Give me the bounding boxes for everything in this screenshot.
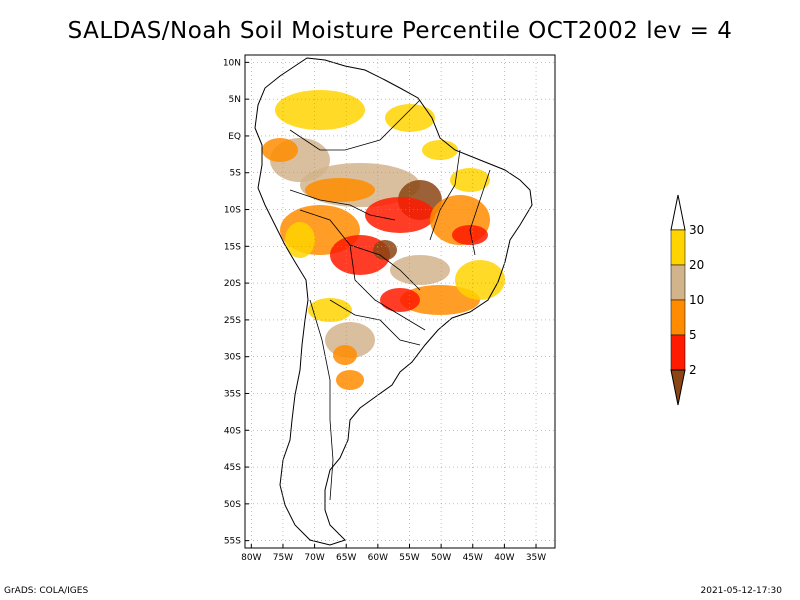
lat-label: 5S: [230, 169, 242, 179]
lat-label: 5N: [229, 95, 241, 105]
percentile-patch: [365, 197, 435, 233]
percentile-patch: [285, 222, 315, 258]
legend-label: 30: [689, 223, 704, 237]
lon-label: 45W: [463, 553, 483, 563]
map-title: SALDAS/Noah Soil Moisture Percentile OCT…: [67, 18, 733, 44]
legend-bin: [670, 299, 686, 336]
percentile-field: [262, 90, 505, 390]
legend-top-arrow: [670, 194, 686, 231]
legend-bottom-arrow: [670, 369, 686, 406]
legend-label: 20: [689, 258, 704, 272]
percentile-patch: [422, 140, 458, 160]
lat-label: 10N: [223, 58, 241, 68]
country-borders: [289, 99, 491, 501]
lat-label: 20S: [224, 279, 241, 289]
percentile-patch: [308, 298, 352, 322]
legend-bin: [670, 229, 686, 266]
axis-ticks: 10N 5N EQ 5S 10S 15S 20S 25S 30S 35S 40S 45S 50S 55S8…: [223, 58, 546, 563]
lon-label: 60W: [368, 553, 388, 563]
percentile-patch: [305, 178, 375, 202]
lon-label: 70W: [304, 553, 324, 563]
percentile-patch: [275, 90, 365, 130]
legend-bin: [670, 334, 686, 371]
legend-label: 2: [689, 363, 697, 377]
lon-label: 65W: [336, 553, 356, 563]
percentile-patch: [390, 255, 450, 285]
percentile-patch: [262, 138, 298, 162]
footer-credit: GrADS: COLA/IGES: [4, 586, 89, 596]
percentile-patch: [455, 260, 505, 300]
legend-label: 10: [689, 293, 704, 307]
colorbar-legend: 30 20 10 5 2: [670, 194, 704, 406]
percentile-patch: [336, 370, 364, 390]
lat-label: 10S: [224, 206, 241, 216]
lon-label: 80W: [241, 553, 261, 563]
legend-label: 5: [689, 328, 697, 342]
lat-label: 25S: [224, 316, 241, 326]
lon-label: 50W: [431, 553, 451, 563]
lat-label: EQ: [228, 132, 241, 142]
footer-timestamp: 2021-05-12-17:30: [700, 586, 783, 596]
percentile-patch: [385, 104, 435, 132]
percentile-patch: [400, 285, 480, 315]
legend-bin: [670, 264, 686, 301]
percentile-patch: [380, 288, 420, 312]
lon-label: 40W: [494, 553, 514, 563]
lon-label: 35W: [526, 553, 546, 563]
south-america-coastline: [254, 57, 533, 546]
lat-label: 40S: [224, 426, 241, 436]
lat-label: 35S: [224, 389, 241, 399]
plot-frame: [244, 54, 556, 549]
percentile-patch: [373, 240, 397, 260]
lat-label: 50S: [224, 500, 241, 510]
percentile-patch: [450, 168, 490, 192]
lat-label: 15S: [224, 242, 241, 252]
lat-label: 30S: [224, 353, 241, 363]
lon-label: 55W: [399, 553, 419, 563]
lon-label: 75W: [273, 553, 293, 563]
lat-label: 55S: [224, 537, 241, 547]
percentile-patch: [452, 225, 488, 245]
percentile-patch: [333, 345, 357, 365]
lat-label: 45S: [224, 463, 241, 473]
